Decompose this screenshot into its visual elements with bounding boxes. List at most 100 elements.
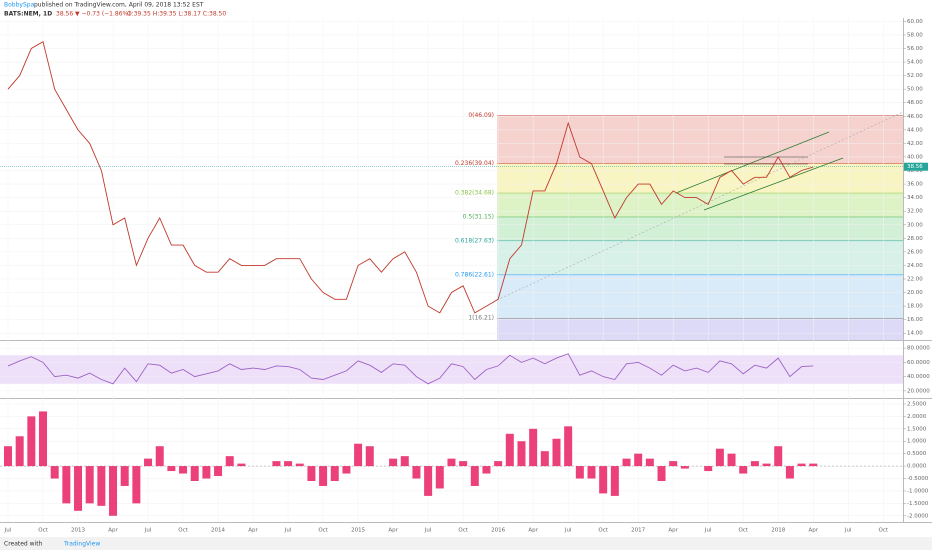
x-tick-label: Apr: [388, 528, 398, 534]
histogram-bar: [74, 466, 83, 511]
fib-label: 0(46.09): [468, 112, 494, 119]
histogram-bar: [517, 441, 526, 467]
fib-band: [497, 193, 903, 217]
x-tick-label: Oct: [38, 528, 48, 534]
channel-line: [675, 131, 830, 194]
y-tick-label: 60.00: [907, 19, 923, 25]
x-tick-label: Oct: [878, 528, 888, 534]
y-tick-label: 58.00: [907, 32, 923, 38]
y-tick-label: 36.00: [907, 182, 923, 188]
histogram-bar: [4, 446, 12, 467]
histogram-bar: [610, 466, 619, 496]
y-tick-label: 22.00: [907, 276, 923, 282]
x-tick-label: Jul: [844, 528, 852, 534]
fib-diagonal: [496, 111, 904, 301]
y-tick-label: 30.00: [907, 222, 923, 228]
fib-label: 0.5(31.15): [463, 213, 494, 220]
histogram-bar: [27, 416, 36, 467]
histogram-bar: [295, 463, 304, 467]
y-tick-label: 20.00: [907, 290, 923, 296]
histogram-bar: [750, 461, 759, 467]
histogram-bar: [447, 458, 456, 467]
y-tick-label: -2.0000: [907, 513, 929, 519]
footer-brand: TradingView: [63, 541, 100, 548]
y-tick-label: -1.0000: [907, 488, 929, 494]
histogram-bar: [132, 466, 141, 504]
histogram-bar: [202, 466, 211, 479]
y-tick-label: 80.0000: [907, 346, 930, 352]
histogram-bar: [470, 466, 479, 486]
y-tick-label: 60.0000: [907, 360, 930, 366]
histogram-bar: [657, 466, 666, 481]
x-tick-label: Jul: [564, 528, 572, 534]
y-tick-label: 2.5000: [907, 401, 927, 407]
y-tick-label: 20.0000: [907, 388, 930, 394]
histogram-bar: [715, 448, 724, 467]
y-tick-label: 28.00: [907, 236, 923, 242]
fib-band: [497, 216, 903, 241]
y-tick-label: 18.00: [907, 304, 923, 310]
histogram-bar: [400, 456, 409, 467]
x-tick-label: Oct: [458, 528, 468, 534]
fib-label: 0.236(39.04): [455, 160, 494, 167]
x-tick-label: Oct: [598, 528, 608, 534]
histogram-bar: [634, 453, 643, 467]
histogram-bar: [167, 466, 176, 472]
last-price-box: [904, 162, 928, 171]
histogram-bar: [575, 466, 584, 479]
histogram-bar: [179, 466, 188, 474]
y-tick-label: 54.00: [907, 60, 923, 66]
y-tick-label: 0.5000: [907, 451, 927, 457]
histogram-bar: [284, 461, 293, 467]
x-tick-label: 2014: [211, 528, 225, 534]
fib-label: 0.618(27.63): [455, 237, 494, 244]
x-tick-label: 2015: [351, 528, 365, 534]
histogram-bar: [482, 466, 491, 474]
author: BobbySpa: [4, 2, 35, 9]
histogram-bar: [774, 446, 783, 467]
y-tick-label: 24.00: [907, 263, 923, 269]
histogram-bar: [739, 466, 748, 474]
y-tick-label: 16.00: [907, 317, 923, 323]
x-tick-label: 2016: [491, 528, 505, 534]
y-tick-label: -1.5000: [907, 501, 929, 507]
histogram-bar: [412, 466, 421, 479]
histogram-bar: [680, 466, 689, 469]
y-tick-label: 38.00: [907, 168, 923, 174]
histogram-bar: [564, 426, 573, 467]
histogram-bar: [645, 458, 654, 467]
y-tick-label: 14.00: [907, 331, 923, 337]
y-tick-label: 34.00: [907, 195, 923, 201]
y-tick-label: 40.0000: [907, 374, 930, 380]
x-tick-label: 2018: [771, 528, 785, 534]
histogram-bar: [389, 458, 398, 467]
histogram-bar: [144, 458, 153, 467]
histogram-bar: [424, 466, 433, 496]
x-tick-label: Jul: [144, 528, 152, 534]
histogram-bar: [214, 466, 223, 477]
y-tick-label: 42.00: [907, 141, 923, 147]
symbol: BATS:NEM, 1D: [4, 11, 52, 18]
fib-label: 0.382(34.68): [455, 190, 494, 197]
histogram-bar: [62, 466, 71, 504]
histogram-bar: [307, 466, 316, 481]
fib-band: [497, 240, 903, 275]
histogram-bar: [109, 466, 118, 516]
histogram-bar: [50, 466, 59, 479]
x-tick-label: Apr: [248, 528, 258, 534]
x-tick-label: Oct: [738, 528, 748, 534]
x-tick-label: Apr: [108, 528, 118, 534]
last-price-label: 38.56: [907, 164, 923, 170]
fib-band: [497, 274, 903, 319]
channel-line: [703, 157, 844, 211]
fib-band: [497, 115, 903, 164]
histogram-bar: [272, 461, 281, 467]
price-line: [7, 41, 814, 314]
histogram-bar: [540, 451, 549, 467]
histogram-bar: [354, 443, 363, 467]
y-tick-label: 26.00: [907, 249, 923, 255]
histogram-bar: [190, 466, 199, 481]
x-tick-label: Jul: [704, 528, 712, 534]
histogram-bar: [704, 466, 713, 472]
